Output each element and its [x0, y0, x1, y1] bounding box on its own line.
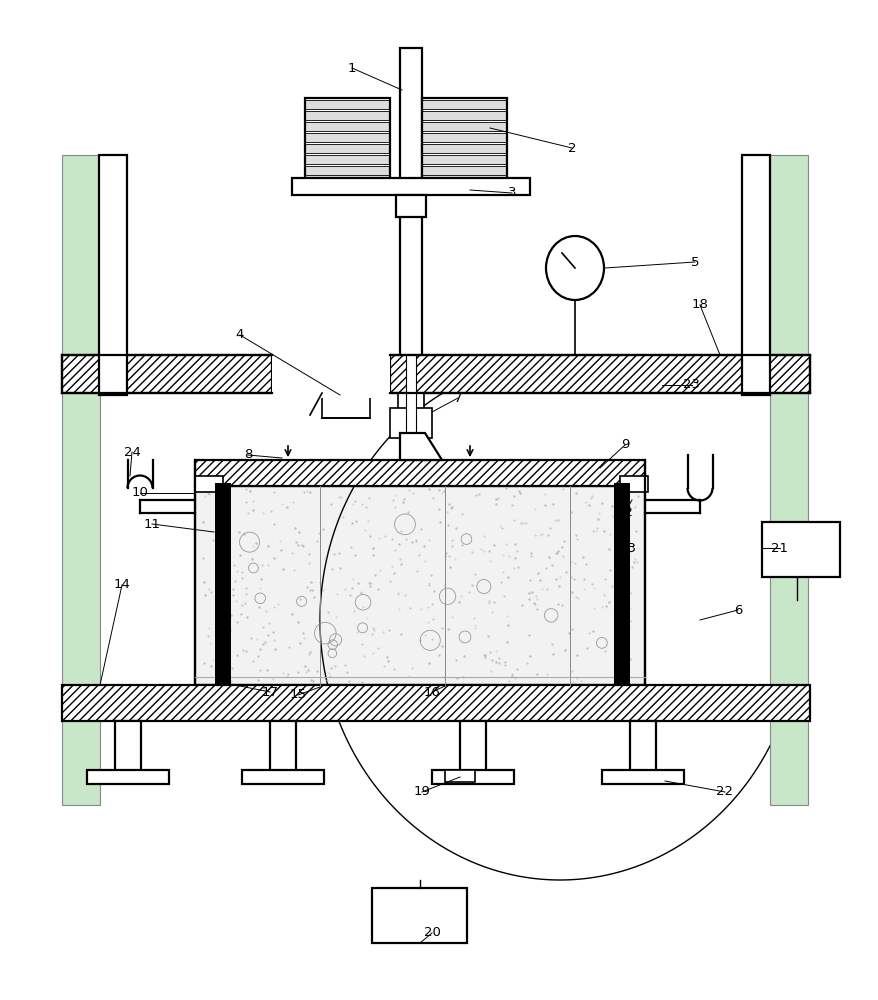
Bar [459, 721, 486, 773]
Bar [291, 178, 529, 195]
Bar [305, 155, 390, 164]
Bar [195, 460, 644, 486]
Bar [421, 100, 507, 109]
Text: 7: 7 [453, 391, 462, 404]
Bar [87, 770, 169, 784]
Text: 3: 3 [507, 186, 515, 200]
Bar [630, 721, 655, 773]
Text: 16: 16 [423, 686, 440, 698]
Bar [421, 144, 507, 153]
Bar [62, 155, 100, 805]
Bar [601, 770, 683, 784]
Bar [769, 155, 807, 805]
Bar [614, 483, 630, 685]
Bar [390, 355, 810, 393]
Bar [215, 483, 231, 685]
Text: 18: 18 [691, 298, 708, 312]
Text: 5: 5 [690, 255, 699, 268]
Bar [115, 721, 140, 773]
Text: 22: 22 [716, 785, 732, 798]
Bar [619, 476, 647, 492]
Bar [62, 685, 810, 721]
Text: 8: 8 [243, 448, 252, 462]
Bar [421, 111, 507, 120]
Text: (-): (-) [615, 535, 627, 545]
Bar [305, 133, 390, 142]
Bar [305, 122, 390, 131]
Bar [421, 98, 507, 178]
Text: 1: 1 [348, 62, 356, 75]
Bar [321, 393, 370, 418]
Bar [398, 393, 423, 411]
Polygon shape [399, 433, 442, 460]
Bar [406, 355, 415, 438]
Text: 23: 23 [683, 378, 700, 391]
Bar [99, 155, 126, 395]
Bar [396, 195, 426, 217]
Text: 12: 12 [615, 506, 633, 518]
Text: 9: 9 [620, 438, 629, 452]
Bar [741, 155, 769, 395]
Text: 13: 13 [619, 542, 636, 554]
Bar [371, 888, 466, 943]
Bar [399, 48, 421, 358]
Text: 14: 14 [113, 578, 130, 591]
Bar [421, 122, 507, 131]
Bar [270, 721, 296, 773]
Bar [305, 98, 390, 178]
Bar [761, 522, 839, 577]
Text: 19: 19 [413, 785, 430, 798]
Text: 11: 11 [143, 518, 161, 530]
Text: 17: 17 [261, 686, 278, 698]
Bar [305, 144, 390, 153]
Bar [305, 100, 390, 109]
Bar [431, 770, 514, 784]
Text: 24: 24 [124, 446, 140, 458]
Bar [444, 770, 474, 782]
Text: 6: 6 [733, 603, 741, 616]
Bar [421, 155, 507, 164]
Text: 15: 15 [289, 688, 306, 702]
Bar [390, 408, 431, 438]
Bar [421, 166, 507, 175]
Bar [62, 355, 271, 393]
Bar [195, 476, 223, 492]
Bar [195, 486, 644, 685]
Bar [305, 111, 390, 120]
Text: (+): (+) [215, 535, 231, 545]
Bar [271, 350, 390, 398]
Bar [305, 166, 390, 175]
Text: 21: 21 [771, 542, 788, 554]
Text: 10: 10 [132, 487, 148, 499]
Text: 4: 4 [235, 328, 244, 342]
Text: 2: 2 [567, 142, 576, 155]
Bar [241, 770, 324, 784]
Text: 20: 20 [423, 926, 440, 939]
Bar [421, 133, 507, 142]
